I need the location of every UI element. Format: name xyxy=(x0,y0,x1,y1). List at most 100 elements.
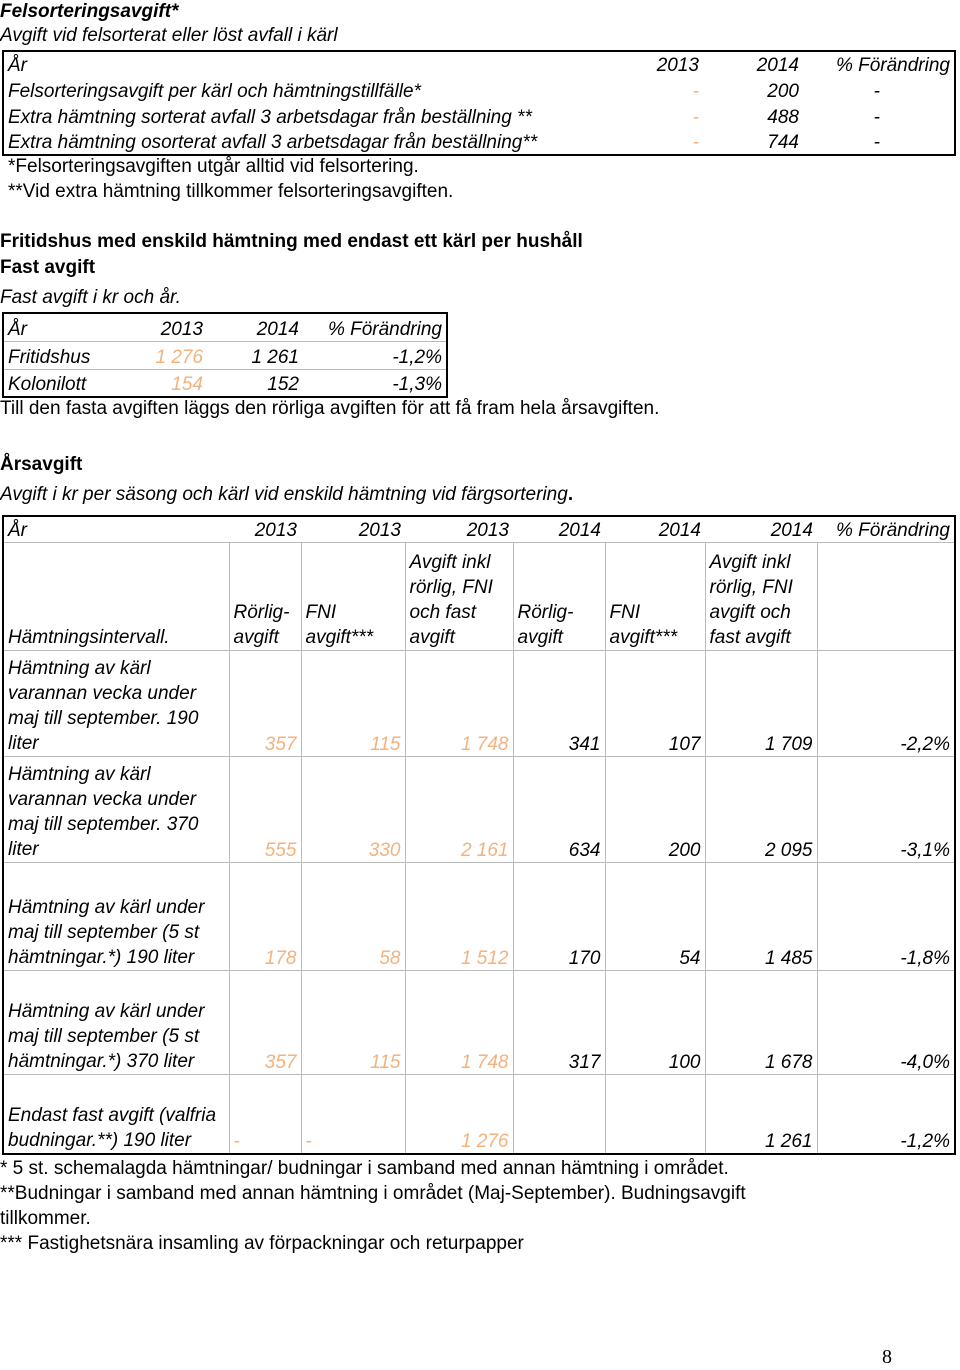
value-cell: -4,0% xyxy=(816,969,956,1075)
header-cell: 2013 xyxy=(113,313,207,342)
header-cell: 2013 xyxy=(656,55,699,76)
table-row: År 2013 2014 % Förändring xyxy=(3,51,955,77)
arsavgift-subtitle: Avgift i kr per säsong och kärl vid ensk… xyxy=(0,484,573,506)
table-row: Extra hämtning osorterat avfall 3 arbets… xyxy=(3,129,955,155)
value-cell: 317 xyxy=(512,969,606,1075)
value-cell: 54 xyxy=(604,861,706,971)
footnote-2-cont: tillkommer. xyxy=(0,1208,91,1229)
value-cell: -1,2% xyxy=(303,341,447,370)
value-cell: -2,2% xyxy=(816,649,956,757)
fritidshus-subtitle: Fast avgift i kr och år. xyxy=(0,287,181,308)
value-cell: 115 xyxy=(300,969,406,1075)
value-cell: 634 xyxy=(512,755,606,863)
value-cell: 1 261 xyxy=(704,1073,818,1155)
value-cell: 1 678 xyxy=(704,969,818,1075)
value-cell: - xyxy=(300,1073,406,1155)
subheader-cell: Rörlig- avgift xyxy=(512,541,606,651)
value-cell: 2 095 xyxy=(704,755,818,863)
subheader-cell: FNI avgift*** xyxy=(300,541,406,651)
value-cell: 1 512 xyxy=(404,861,514,971)
header-cell: 2014 xyxy=(558,519,601,541)
value-cell: 2 161 xyxy=(404,755,514,863)
subheader-cell: Rörlig- avgift xyxy=(228,541,302,651)
value-cell: 200 xyxy=(767,81,799,102)
row-label: Hämtning av kärl under maj till septembe… xyxy=(2,861,230,971)
row-label: Fritidshus xyxy=(3,341,113,370)
value-cell: -1,3% xyxy=(392,374,442,395)
value-cell: - xyxy=(692,132,699,153)
table-row: Felsorteringsavgift per kärl och hämtnin… xyxy=(3,77,955,103)
row-label: Endast fast avgift (valfria budningar.**… xyxy=(2,1073,230,1155)
header-cell: % Förändring xyxy=(835,55,950,76)
felsortering-note-1: *Felsorteringsavgiften utgår alltid vid … xyxy=(8,156,419,177)
fast-avgift-title: Fast avgift xyxy=(0,257,96,278)
felsortering-table: År 2013 2014 % Förändring Felsorteringsa… xyxy=(2,50,956,156)
value-cell: 178 xyxy=(228,861,302,971)
fritidshus-note: Till den fasta avgiften läggs den rörlig… xyxy=(0,398,660,419)
row-label: Extra hämtning sorterat avfall 3 arbetsd… xyxy=(8,107,532,128)
arsavgift-title: Årsavgift xyxy=(0,454,83,475)
table-row: Kolonilott 154 152 -1,3% xyxy=(3,369,447,397)
value-cell: - xyxy=(873,132,880,153)
value-cell: 744 xyxy=(767,132,799,153)
table-row: År 2013 2014 % Förändring xyxy=(3,313,447,342)
fritidshus-title: Fritidshus med enskild hämtning med enda… xyxy=(0,231,583,252)
row-label: Felsorteringsavgift per kärl och hämtnin… xyxy=(8,81,421,102)
value-cell xyxy=(604,1073,706,1155)
fritidshus-table: År 2013 2014 % Förändring Fritidshus 1 2… xyxy=(2,312,448,398)
table-row: Hämtning av kärl varannan vecka under ma… xyxy=(2,649,956,757)
value-cell: 1 485 xyxy=(704,861,818,971)
table-row: Hämtning av kärl under maj till septembe… xyxy=(2,969,956,1075)
header-cell: 2013 xyxy=(358,519,401,541)
header-cell: 2014 xyxy=(658,519,701,541)
page-number: 8 xyxy=(882,1346,892,1368)
value-cell: 115 xyxy=(300,649,406,757)
value-cell: - xyxy=(873,81,880,102)
value-cell: 357 xyxy=(228,969,302,1075)
value-cell: 170 xyxy=(512,861,606,971)
header-cell: 2013 xyxy=(466,519,509,541)
felsortering-title: Felsorteringsavgift* xyxy=(0,1,179,22)
table-row: År 2013 2013 2013 2014 2014 2014 % Förän… xyxy=(3,516,955,542)
arsavgift-subtitle-dot: . xyxy=(567,484,574,505)
felsortering-note-2: **Vid extra hämtning tillkommer felsorte… xyxy=(8,181,454,202)
value-cell: 107 xyxy=(604,649,706,757)
value-cell xyxy=(512,1073,606,1155)
row-label: Extra hämtning osorterat avfall 3 arbets… xyxy=(8,132,538,153)
table-row: Hämtning av kärl under maj till septembe… xyxy=(2,861,956,971)
header-cell: 2013 xyxy=(254,519,297,541)
value-cell: 100 xyxy=(604,969,706,1075)
subheader-cell: Hämtningsintervall. xyxy=(2,541,230,651)
subheader-cell xyxy=(816,541,956,651)
value-cell: 1 261 xyxy=(207,341,303,370)
table-row: Endast fast avgift (valfria budningar.**… xyxy=(2,1073,956,1155)
header-cell: % Förändring xyxy=(835,519,950,541)
value-cell: - xyxy=(873,107,880,128)
value-cell: 1 276 xyxy=(404,1073,514,1155)
value-cell: 1 709 xyxy=(704,649,818,757)
footnote-1: * 5 st. schemalagda hämtningar/ budninga… xyxy=(0,1158,729,1179)
table-row: Hämtningsintervall. Rörlig- avgift FNI a… xyxy=(2,541,956,651)
value-cell: - xyxy=(228,1073,302,1155)
header-cell: 2014 xyxy=(207,313,303,342)
value-cell: -3,1% xyxy=(816,755,956,863)
row-label: Hämtning av kärl varannan vecka under ma… xyxy=(2,649,230,757)
table-row: Extra hämtning sorterat avfall 3 arbetsd… xyxy=(3,103,955,129)
arsavgift-subtitle-text: Avgift i kr per säsong och kärl vid ensk… xyxy=(0,484,568,505)
row-label: Kolonilott xyxy=(8,374,87,395)
header-cell: År xyxy=(3,313,113,342)
footnote-2: **Budningar i samband med annan hämtning… xyxy=(0,1183,746,1204)
value-cell: - xyxy=(692,107,699,128)
row-label: Hämtning av kärl under maj till septembe… xyxy=(2,969,230,1075)
value-cell: 488 xyxy=(767,107,799,128)
table-row: Hämtning av kärl varannan vecka under ma… xyxy=(2,755,956,863)
subheader-cell: FNI avgift*** xyxy=(604,541,706,651)
value-cell: -1,2% xyxy=(816,1073,956,1155)
subheader-cell: Avgift inkl rörlig, FNI avgift och fast … xyxy=(704,541,818,651)
header-cell: % Förändring xyxy=(303,313,447,342)
arsavgift-table: År 2013 2013 2013 2014 2014 2014 % Förän… xyxy=(2,515,956,1155)
value-cell: 58 xyxy=(300,861,406,971)
subheader-cell: Avgift inkl rörlig, FNI och fast avgift xyxy=(404,541,514,651)
value-cell: 357 xyxy=(228,649,302,757)
row-label: Hämtning av kärl varannan vecka under ma… xyxy=(2,755,230,863)
